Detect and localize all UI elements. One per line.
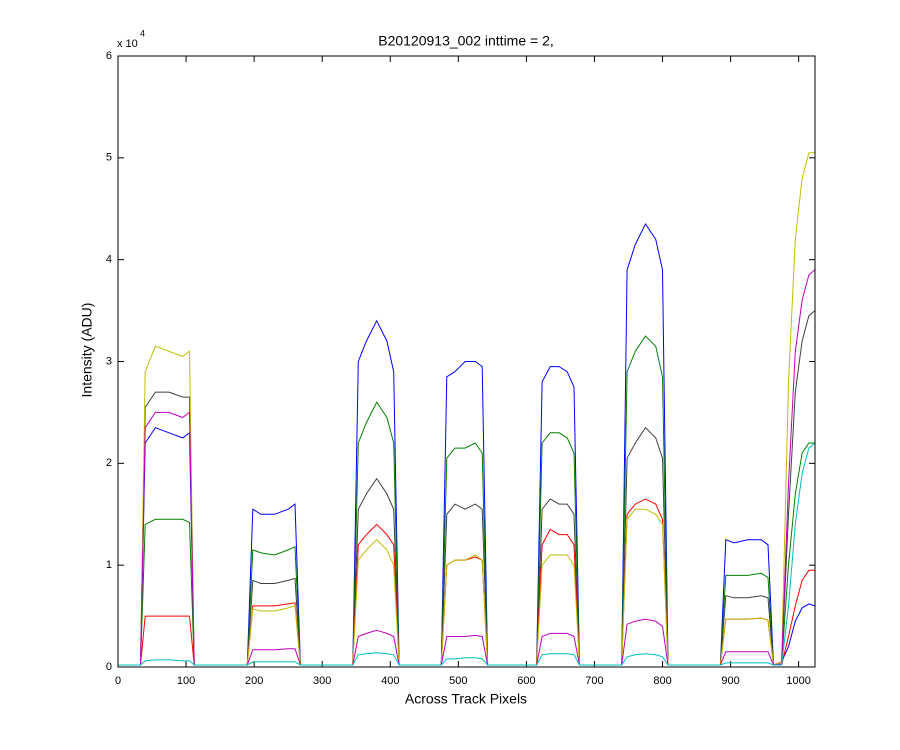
x-tick-label: 100 (177, 675, 195, 687)
x-axis-label: Across Track Pixels (405, 691, 527, 707)
x-tick-label: 600 (517, 675, 535, 687)
y-tick-label: 0 (106, 661, 112, 673)
y-exponent: 4 (140, 28, 145, 38)
y-tick-label: 2 (106, 457, 112, 469)
y-axis-label: Intensity (ADU) (79, 303, 95, 398)
plot-frame (117, 55, 816, 668)
y-tick-label: 6 (106, 50, 112, 62)
chart-title: B20120913_002 inttime = 2, (378, 33, 554, 49)
data-line (118, 335, 815, 666)
x-tick-label: 900 (721, 675, 739, 687)
x-tick-label: 800 (653, 675, 671, 687)
x-tick-label: 400 (381, 675, 399, 687)
data-line (118, 152, 815, 666)
x-tick-label: 200 (245, 675, 263, 687)
x-tick-label: 0 (115, 675, 121, 687)
x-tick-label: 700 (585, 675, 603, 687)
data-line (118, 442, 816, 666)
y-tick-label: 3 (106, 355, 112, 367)
y-tick-label: 1 (106, 559, 112, 571)
y-tick-label: 5 (106, 152, 112, 164)
x-tick-label: 300 (313, 675, 331, 687)
data-line (118, 269, 816, 666)
data-line (118, 223, 816, 666)
data-line (118, 310, 816, 666)
x-tick-label: 1000 (786, 675, 810, 687)
x-tick-label: 500 (449, 675, 467, 687)
y-tick-label: 4 (106, 254, 112, 266)
y-multiplier: x 10 (117, 38, 138, 50)
